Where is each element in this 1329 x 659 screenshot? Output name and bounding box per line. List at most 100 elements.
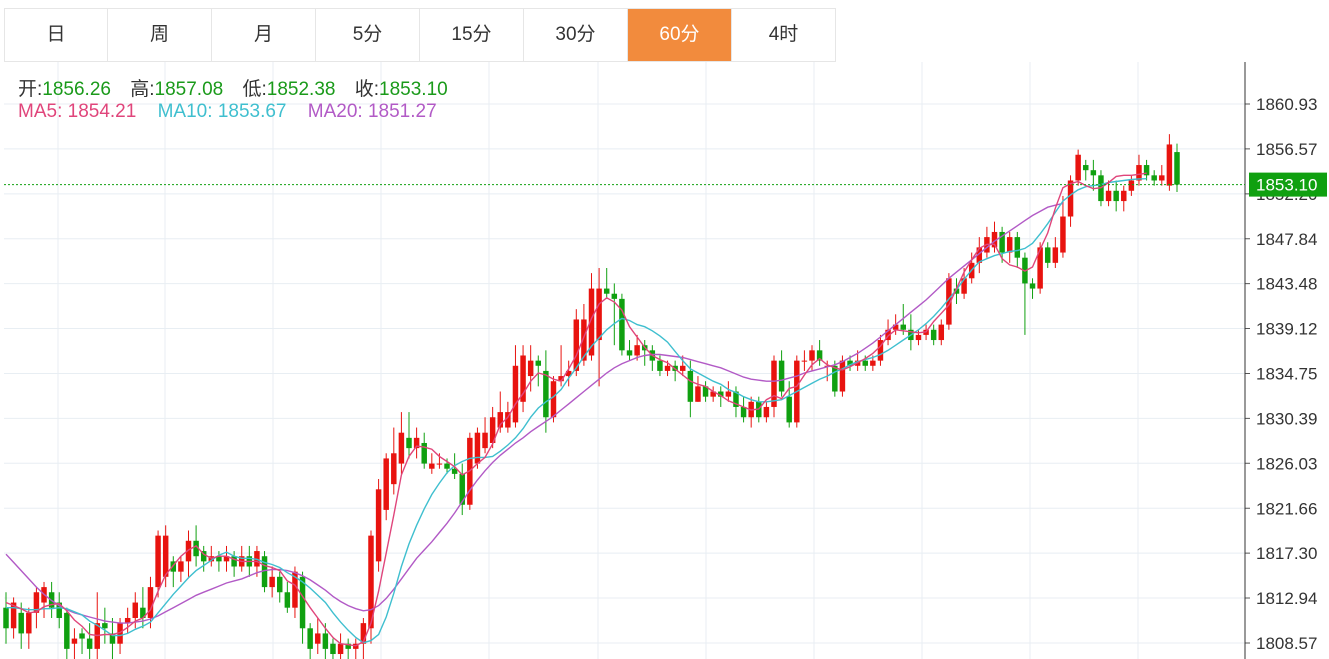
candle-body — [558, 376, 564, 382]
high-value: 1857.08 — [154, 79, 224, 100]
candle-body — [816, 350, 823, 361]
candle-body — [885, 329, 891, 341]
ma5-label: MA5: — [18, 101, 63, 122]
candle-body — [284, 592, 291, 608]
candle-body — [375, 489, 382, 562]
candle-body — [1044, 247, 1051, 263]
tab-4hour[interactable]: 4时 — [732, 9, 836, 61]
candle-body — [132, 602, 139, 618]
y-tick-label: 1839.12 — [1256, 320, 1317, 339]
open-value: 1856.26 — [42, 79, 111, 100]
candle-body — [1075, 154, 1081, 181]
y-tick-label: 1817.30 — [1256, 544, 1317, 563]
last-price-badge — [1249, 172, 1327, 197]
candle-body — [725, 391, 732, 397]
candle-body — [102, 623, 108, 629]
candle-body — [345, 643, 351, 649]
candle-body — [292, 571, 298, 608]
candle-body — [459, 473, 465, 505]
tab-15min[interactable]: 15分 — [420, 9, 524, 61]
candle-body — [33, 592, 40, 613]
candle-body — [520, 355, 526, 402]
y-tick-label: 1821.66 — [1256, 499, 1317, 518]
candle-body — [451, 468, 458, 474]
candle-body — [482, 432, 488, 449]
ma10-legend: MA10: 1853.67 — [158, 101, 287, 122]
candle-body — [71, 638, 78, 644]
tab-60min[interactable]: 60分 — [628, 9, 732, 61]
candle-body — [86, 638, 93, 649]
candle-body — [687, 370, 694, 402]
candle-body — [809, 350, 815, 361]
candle-body — [839, 360, 846, 392]
y-tick-label: 1826.03 — [1256, 454, 1317, 473]
close-label: 收: — [354, 79, 380, 100]
candle-body — [360, 623, 367, 644]
candle-body — [391, 453, 397, 485]
candle-body — [710, 391, 716, 397]
candle-body — [946, 278, 952, 325]
y-tick-label: 1847.84 — [1256, 230, 1317, 249]
candle-body — [786, 396, 792, 423]
ma5-line — [5, 172, 1147, 647]
candle-body — [315, 633, 321, 644]
ma20-label: MA20: — [307, 101, 363, 122]
tab-day[interactable]: 日 — [4, 9, 108, 61]
candle-body — [216, 556, 222, 562]
ma20-legend: MA20: 1851.27 — [308, 101, 437, 122]
y-tick-label: 1834.75 — [1256, 365, 1317, 384]
tab-month[interactable]: 月 — [212, 9, 316, 61]
candle-body — [1105, 190, 1112, 202]
ma10-label: MA10: — [157, 101, 213, 122]
candle-body — [771, 360, 777, 407]
candle-body — [10, 602, 17, 629]
candle-body — [147, 587, 154, 618]
candle-body — [1121, 190, 1127, 202]
candle-body — [657, 360, 663, 371]
candle-body — [740, 406, 747, 418]
candle-body — [953, 288, 960, 294]
candle-body — [999, 231, 1005, 253]
candle-body — [976, 247, 983, 263]
candle-body — [1037, 247, 1043, 289]
candle-body — [664, 365, 671, 371]
candle-body — [1174, 152, 1180, 185]
candle-body — [200, 551, 207, 562]
y-tick-label: 1808.57 — [1256, 634, 1317, 653]
candle-body — [277, 576, 283, 593]
candle-body — [299, 576, 306, 629]
ma20-line — [5, 202, 1064, 624]
candle-body — [178, 561, 184, 572]
tab-5min[interactable]: 5分 — [316, 9, 420, 61]
tab-week[interactable]: 周 — [108, 9, 212, 61]
candle-body — [124, 617, 131, 624]
candle-body — [436, 463, 443, 465]
candle-body — [915, 334, 922, 341]
candle-body — [444, 463, 450, 469]
candle-body — [1067, 180, 1074, 217]
candle-body — [231, 556, 237, 567]
candle-body — [543, 370, 549, 418]
candle-body — [1060, 216, 1066, 253]
candle-body — [398, 432, 405, 464]
candle-body — [550, 381, 557, 418]
candle-body — [497, 412, 503, 428]
candle-body — [565, 370, 572, 377]
candle-body — [337, 643, 344, 655]
candle-body — [18, 612, 24, 634]
candle-body — [680, 365, 686, 371]
candle-body — [1014, 237, 1021, 258]
candle-body — [900, 324, 906, 330]
candle-body — [26, 612, 32, 634]
candle-body — [892, 324, 899, 330]
candle-body — [870, 360, 876, 366]
candle-body — [512, 365, 519, 423]
tab-30min[interactable]: 30分 — [524, 9, 628, 61]
candle-body — [79, 633, 85, 639]
candle-body — [763, 406, 770, 418]
candle-body — [1128, 180, 1135, 191]
candle-body — [3, 607, 9, 629]
candle-body — [611, 293, 618, 299]
ma5-legend: MA5: 1854.21 — [18, 101, 136, 122]
